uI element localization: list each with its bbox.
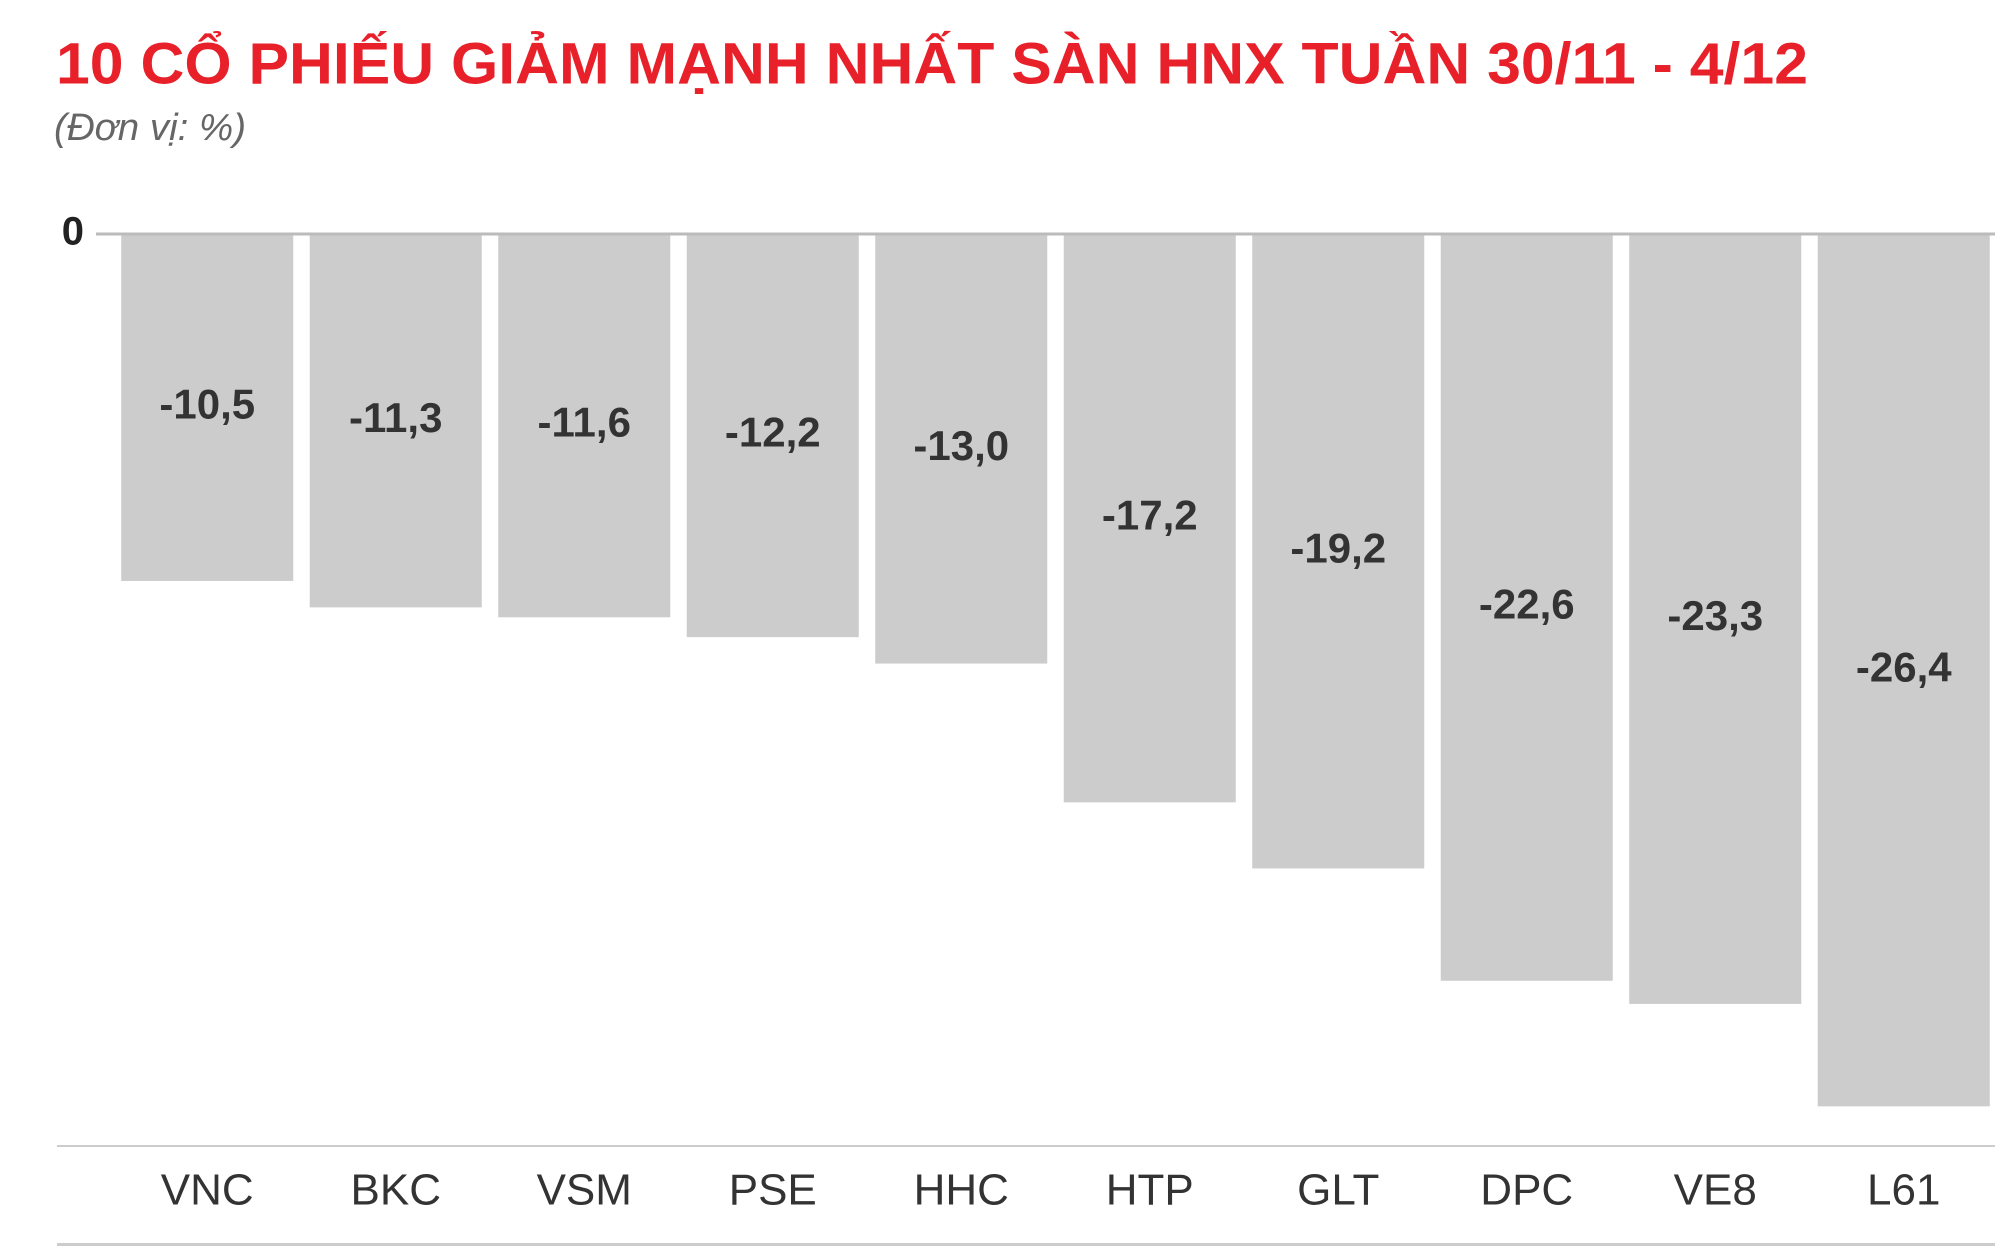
x-tick-label: HHC [914, 1166, 1009, 1215]
bar [1440, 234, 1613, 981]
x-tick-label: GLT [1297, 1166, 1379, 1215]
x-tick-label: VSM [537, 1166, 632, 1215]
value-label: -12,2 [725, 409, 821, 456]
x-tick-label: L61 [1867, 1166, 1940, 1215]
value-label: -10,5 [159, 381, 255, 428]
value-label: -11,3 [349, 394, 442, 441]
value-label: -19,2 [1290, 524, 1386, 571]
value-label: -17,2 [1102, 491, 1198, 538]
x-tick-label: VE8 [1674, 1166, 1757, 1215]
chart-subtitle: (Đơn vị: %) [54, 107, 246, 149]
x-tick-label: BKC [351, 1166, 441, 1215]
x-tick-label: HTP [1106, 1166, 1194, 1215]
value-label: -22,6 [1479, 580, 1575, 627]
value-label: -23,3 [1667, 592, 1763, 639]
bar [1817, 234, 1990, 1107]
value-label: -13,0 [913, 422, 1009, 469]
bar [121, 234, 294, 581]
bar [498, 234, 671, 618]
bar [1063, 234, 1236, 803]
y-tick-label: 0 [62, 210, 84, 254]
bar [875, 234, 1048, 664]
bar [309, 234, 482, 608]
x-tick-label: VNC [161, 1166, 254, 1215]
bar [686, 234, 859, 638]
x-tick-label: PSE [729, 1166, 817, 1215]
value-label: -11,6 [538, 399, 631, 446]
chart-title: 10 CỔ PHIẾU GIẢM MẠNH NHẤT SÀN HNX TUẦN … [56, 31, 1808, 96]
bar [1252, 234, 1425, 869]
value-label: -26,4 [1856, 643, 1952, 690]
bar [1629, 234, 1802, 1004]
x-tick-label: DPC [1480, 1166, 1573, 1215]
